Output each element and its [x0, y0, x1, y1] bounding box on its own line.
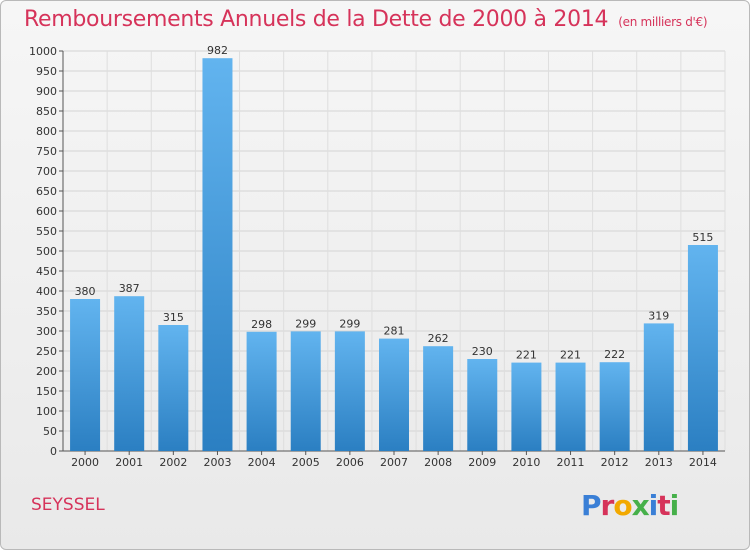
x-tick-label: 2009: [468, 456, 496, 469]
bar: [158, 325, 189, 451]
bar: [599, 362, 630, 451]
commune-name: SEYSSEL: [31, 495, 105, 515]
y-tick-label: 500: [36, 245, 57, 258]
x-tick-label: 2006: [336, 456, 364, 469]
y-tick-label: 750: [36, 145, 57, 158]
y-tick-label: 250: [36, 345, 57, 358]
data-label: 221: [560, 349, 581, 362]
bar: [687, 245, 718, 451]
y-tick-label: 300: [36, 325, 57, 338]
data-label: 515: [692, 231, 713, 244]
bar: [555, 362, 586, 451]
data-label: 982: [207, 44, 228, 57]
logo-letter: r: [600, 489, 615, 522]
x-tick-label: 2002: [159, 456, 187, 469]
bar: [643, 323, 674, 451]
y-tick-label: 850: [36, 105, 57, 118]
data-label: 221: [516, 349, 537, 362]
proxiti-logo: Proxiti: [581, 489, 680, 522]
x-tick-label: 2004: [248, 456, 276, 469]
x-tick-label: 2005: [292, 456, 320, 469]
y-tick-label: 350: [36, 305, 57, 318]
logo-letter: t: [657, 489, 670, 522]
bar: [511, 362, 542, 451]
y-tick-label: 50: [43, 425, 57, 438]
y-tick-label: 600: [36, 205, 57, 218]
logo-letter: o: [613, 489, 632, 522]
y-tick-label: 800: [36, 125, 57, 138]
x-tick-label: 2010: [512, 456, 540, 469]
y-tick-label: 450: [36, 265, 57, 278]
data-label: 319: [648, 309, 669, 322]
logo-letter: P: [581, 489, 602, 522]
data-label: 387: [119, 282, 140, 295]
bar: [70, 299, 101, 451]
data-label: 222: [604, 348, 625, 361]
x-tick-label: 2013: [645, 456, 673, 469]
data-label: 299: [339, 317, 360, 330]
x-tick-label: 2008: [424, 456, 452, 469]
bar: [114, 296, 145, 451]
x-tick-label: 2012: [601, 456, 629, 469]
y-tick-label: 550: [36, 225, 57, 238]
x-tick-label: 2011: [557, 456, 585, 469]
data-label: 298: [251, 318, 272, 331]
y-tick-label: 200: [36, 365, 57, 378]
bar: [202, 58, 233, 451]
unit-label: (en milliers d'€): [618, 15, 708, 29]
bar: [290, 331, 321, 451]
y-tick-label: 150: [36, 385, 57, 398]
x-tick-label: 2014: [689, 456, 717, 469]
y-tick-label: 650: [36, 185, 57, 198]
x-tick-label: 2007: [380, 456, 408, 469]
logo-letter: x: [631, 489, 650, 522]
bar: [334, 331, 365, 451]
y-tick-label: 1000: [29, 45, 57, 58]
x-tick-label: 2003: [203, 456, 231, 469]
data-label: 281: [384, 325, 405, 338]
y-tick-label: 950: [36, 65, 57, 78]
x-tick-label: 2001: [115, 456, 143, 469]
chart-title: Remboursements Annuels de la Dette de 20…: [24, 7, 708, 32]
data-label: 262: [428, 332, 449, 345]
data-label: 230: [472, 345, 493, 358]
y-tick-label: 0: [50, 445, 57, 458]
logo-letter: i: [669, 489, 680, 522]
title-text: Remboursements Annuels de la Dette de 20…: [24, 7, 609, 32]
y-tick-label: 700: [36, 165, 57, 178]
data-label: 380: [75, 285, 96, 298]
logo-letter: i: [648, 489, 659, 522]
bar: [246, 331, 277, 451]
y-tick-label: 100: [36, 405, 57, 418]
x-tick-label: 2000: [71, 456, 99, 469]
bar: [467, 359, 498, 451]
bar: [379, 338, 409, 451]
bar: [423, 346, 454, 451]
data-label: 315: [163, 311, 184, 324]
y-tick-label: 900: [36, 85, 57, 98]
data-label: 299: [295, 317, 316, 330]
y-tick-label: 400: [36, 285, 57, 298]
